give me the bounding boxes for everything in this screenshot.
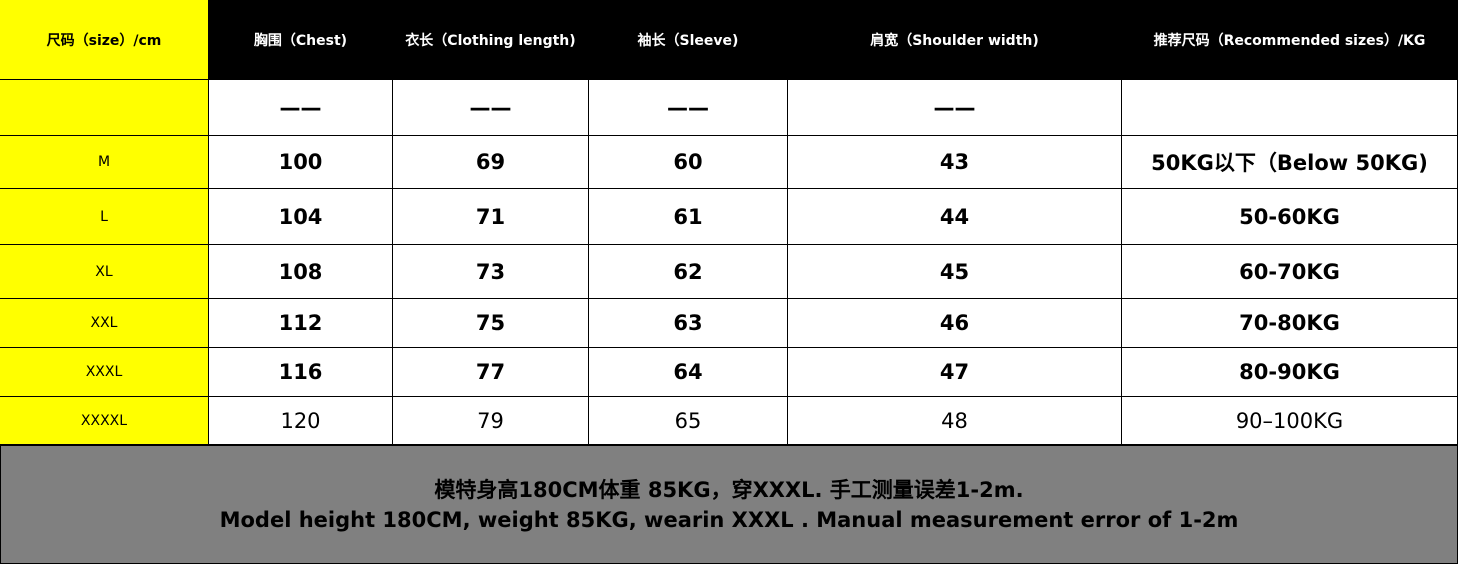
- value-cell: 60: [589, 136, 788, 189]
- value-cell: 46: [788, 299, 1122, 348]
- size-cell: [0, 80, 209, 136]
- value-cell: 60-70KG: [1122, 245, 1458, 299]
- size-cell: XL: [0, 245, 209, 299]
- header-cell: 衣长（Clothing length): [393, 0, 589, 80]
- value-cell: 70-80KG: [1122, 299, 1458, 348]
- value-cell: 116: [209, 348, 393, 397]
- value-cell: 108: [209, 245, 393, 299]
- value-cell: 100: [209, 136, 393, 189]
- value-cell: 77: [393, 348, 589, 397]
- value-cell: 71: [393, 189, 589, 245]
- dash-cell: ——: [788, 80, 1122, 136]
- value-cell: 79: [393, 397, 589, 445]
- size-cell: L: [0, 189, 209, 245]
- dash-cell: ——: [209, 80, 393, 136]
- header-cell: 胸围（Chest): [209, 0, 393, 80]
- empty-cell: [1122, 80, 1458, 136]
- value-cell: 112: [209, 299, 393, 348]
- header-cell: 推荐尺码（Recommended sizes）/KG: [1122, 0, 1458, 80]
- value-cell: 63: [589, 299, 788, 348]
- value-cell: 45: [788, 245, 1122, 299]
- value-cell: 65: [589, 397, 788, 445]
- value-cell: 62: [589, 245, 788, 299]
- value-cell: 50-60KG: [1122, 189, 1458, 245]
- footer-line: Model height 180CM, weight 85KG, wearin …: [219, 507, 1239, 532]
- header-cell: 肩宽（Shoulder width): [788, 0, 1122, 80]
- value-cell: 44: [788, 189, 1122, 245]
- value-cell: 50KG以下（Below 50KG): [1122, 136, 1458, 189]
- size-cell: XXXL: [0, 348, 209, 397]
- value-cell: 75: [393, 299, 589, 348]
- dash-cell: ——: [589, 80, 788, 136]
- value-cell: 43: [788, 136, 1122, 189]
- value-cell: 64: [589, 348, 788, 397]
- footer: 模特身高180CM体重 85KG，穿XXXL. 手工测量误差1-2m. Mode…: [0, 445, 1458, 564]
- dash-cell: ——: [393, 80, 589, 136]
- size-cell: XXXXL: [0, 397, 209, 445]
- header-cell: 袖长（Sleeve): [589, 0, 788, 80]
- value-cell: 69: [393, 136, 589, 189]
- value-cell: 61: [589, 189, 788, 245]
- value-cell: 73: [393, 245, 589, 299]
- size-cell: XXL: [0, 299, 209, 348]
- header-cell: 尺码（size）/cm: [0, 0, 209, 80]
- value-cell: 90–100KG: [1122, 397, 1458, 445]
- value-cell: 120: [209, 397, 393, 445]
- value-cell: 48: [788, 397, 1122, 445]
- value-cell: 47: [788, 348, 1122, 397]
- value-cell: 80-90KG: [1122, 348, 1458, 397]
- size-cell: M: [0, 136, 209, 189]
- footer-line: 模特身高180CM体重 85KG，穿XXXL. 手工测量误差1-2m.: [434, 477, 1024, 502]
- value-cell: 104: [209, 189, 393, 245]
